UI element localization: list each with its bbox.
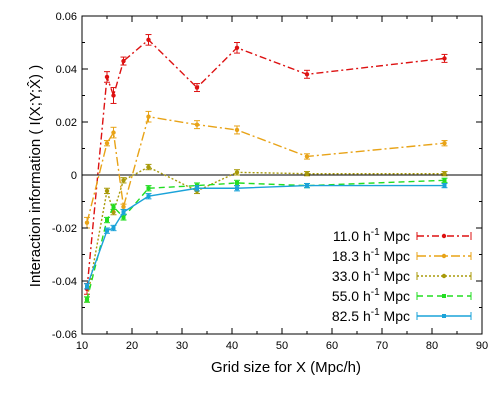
y-tick-label: 0.02 [56,117,77,129]
data-point [304,72,310,77]
y-tick-label: -0.04 [52,276,77,288]
data-point [146,186,151,191]
x-tick-label: 90 [476,340,488,352]
legend-swatch-marker [442,294,446,298]
x-tick-label: 40 [226,340,238,352]
legend-label: 82.5 h-1 Mpc [332,307,410,324]
data-point [304,171,310,176]
data-point [121,215,126,220]
y-tick-label: -0.02 [52,223,77,235]
data-point [146,114,151,119]
data-point [111,209,116,215]
data-point [234,170,240,175]
legend-swatch-marker [441,273,447,279]
series-1 [84,110,448,229]
data-point [442,56,447,61]
x-tick-label: 50 [276,340,288,352]
data-point [304,154,310,159]
data-point [105,218,109,223]
x-tick-label: 70 [376,340,388,352]
data-point [121,210,126,215]
series-line [86,115,445,223]
data-point [305,183,309,188]
data-point [234,127,240,133]
data-point [195,186,199,191]
legend-label: 18.3 h-1 Mpc [332,247,410,264]
series-4 [84,182,448,290]
x-tick-label: 30 [176,340,188,352]
data-point [194,85,200,90]
data-point [111,226,116,230]
data-point [104,188,110,194]
data-point [146,164,151,170]
legend-label: 11.0 h-1 Mpc [333,227,410,244]
data-point [442,178,447,183]
data-point [121,204,126,209]
data-point [194,122,200,127]
legend-label: 55.0 h-1 Mpc [332,287,410,304]
data-point [146,194,151,199]
data-point [111,130,116,135]
y-axis-title: Interaction information ( I(X;Y;X̂) ) [27,65,44,287]
series-line [86,179,445,300]
data-point [84,220,90,225]
data-point [234,45,240,50]
data-point [121,58,126,64]
legend-swatch-marker [442,314,446,318]
data-point [85,297,89,302]
y-tick-label: -0.06 [52,329,77,341]
data-point [442,183,447,188]
data-point [104,141,110,146]
legend-label: 33.0 h-1 Mpc [332,267,410,284]
legend: 11.0 h-1 Mpc 18.3 h-1 Mpc 33.0 h-1 Mpc 55.0… [332,227,472,324]
data-point [105,228,109,233]
data-point [104,74,110,80]
data-point [121,178,126,183]
x-tick-label: 60 [326,340,338,352]
data-point [442,171,447,176]
x-tick-label: 20 [126,340,138,352]
legend-swatch-marker [441,233,447,239]
data-point [111,204,116,209]
series-line [86,166,445,300]
data-point [146,37,151,43]
data-point [442,141,447,146]
y-tick-label: 0.06 [56,11,77,23]
data-point [235,180,239,185]
y-tick-label: 0.04 [56,64,77,76]
data-point [85,284,89,289]
x-axis-title: Grid size for X (Mpc/h) [211,359,361,376]
x-tick-label: 10 [76,340,88,352]
legend-swatch-marker [441,253,447,259]
y-tick-label: 0 [71,170,77,182]
data-point [111,93,116,98]
data-point [235,186,239,191]
x-tick-label: 80 [426,340,438,352]
